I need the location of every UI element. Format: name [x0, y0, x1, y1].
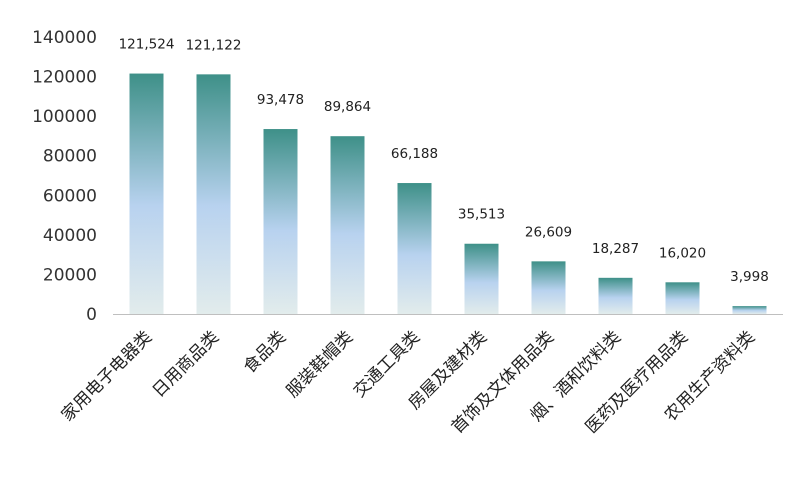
data-label: 93,478	[257, 92, 304, 108]
bar	[531, 261, 566, 314]
category-label: 日用商品类	[149, 327, 223, 401]
data-label: 18,287	[592, 241, 639, 257]
bar	[196, 74, 231, 314]
y-tick-label: 120000	[32, 68, 97, 88]
data-label: 26,609	[525, 224, 572, 240]
y-tick-label: 100000	[32, 107, 97, 127]
data-label: 89,864	[324, 99, 371, 115]
y-tick-label: 0	[86, 305, 97, 325]
data-label: 16,020	[659, 245, 706, 261]
data-label: 66,188	[391, 146, 438, 162]
bar	[330, 136, 365, 314]
data-label: 35,513	[458, 207, 505, 223]
bar-series	[129, 73, 767, 314]
y-tick-label: 60000	[43, 186, 97, 206]
bar	[263, 129, 298, 314]
bar	[397, 183, 432, 314]
category-label: 服装鞋帽类	[283, 327, 357, 401]
bar	[598, 277, 633, 314]
y-tick-label: 40000	[43, 226, 97, 246]
data-label: 121,122	[186, 37, 242, 53]
y-tick-label: 20000	[43, 265, 97, 285]
bar	[732, 306, 767, 314]
data-label: 3,998	[730, 269, 769, 285]
bar	[129, 73, 164, 314]
category-label: 食品类	[240, 327, 290, 377]
y-tick-label: 140000	[32, 28, 97, 48]
y-axis: 0 20000 40000 60000 80000 100000 120000 140000	[32, 28, 97, 325]
data-labels: 121,524 121,122 93,478 89,864 66,188 35,513 26…	[119, 37, 769, 286]
y-tick-label: 80000	[43, 147, 97, 167]
bar	[464, 243, 499, 314]
data-label: 121,524	[119, 37, 175, 53]
bar	[665, 282, 700, 314]
category-label: 家用电子电器类	[58, 327, 156, 425]
